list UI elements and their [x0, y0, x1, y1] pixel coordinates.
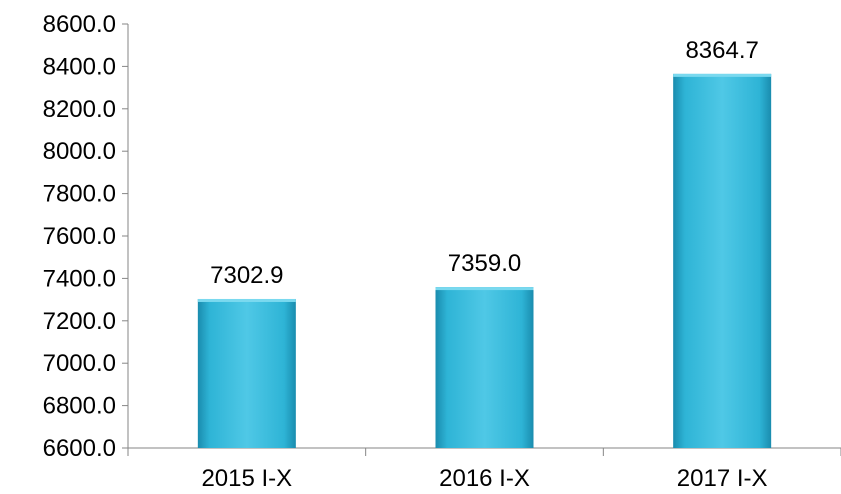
y-tick-label: 7800.0 [43, 181, 116, 208]
y-tick-label: 8200.0 [43, 96, 116, 123]
bar-top-highlight [673, 73, 772, 77]
y-tick-label: 8000.0 [43, 138, 116, 165]
x-axis: 2015 I-X 2016 I-X 2017 I-X [127, 447, 841, 492]
bar [435, 287, 534, 448]
bar [673, 73, 772, 448]
bar-top-highlight [435, 287, 534, 291]
y-tick-label: 6800.0 [43, 393, 116, 420]
y-tick-label: 6600.0 [43, 435, 116, 462]
bar-value-label: 7359.0 [448, 250, 521, 277]
y-axis: 6600.0 6800.0 7000.0 7200.0 7400.0 7600.0 7800… [43, 11, 129, 462]
bar [197, 298, 296, 448]
x-category-label: 2017 I-X [677, 465, 768, 492]
y-tick-label: 7600.0 [43, 223, 116, 250]
bars [197, 73, 772, 448]
bar-value-label: 7302.9 [210, 262, 283, 289]
x-category-label: 2015 I-X [201, 465, 292, 492]
y-tick-label: 7000.0 [43, 350, 116, 377]
y-tick-label: 7400.0 [43, 265, 116, 292]
data-labels: 7302.9 7359.0 8364.7 [210, 37, 759, 289]
y-tick-label: 8400.0 [43, 53, 116, 80]
bar-top-highlight [197, 298, 296, 302]
bar-value-label: 8364.7 [685, 37, 758, 64]
y-tick-label: 7200.0 [43, 308, 116, 335]
x-category-label: 2016 I-X [439, 465, 530, 492]
y-tick-label: 8600.0 [43, 11, 116, 38]
